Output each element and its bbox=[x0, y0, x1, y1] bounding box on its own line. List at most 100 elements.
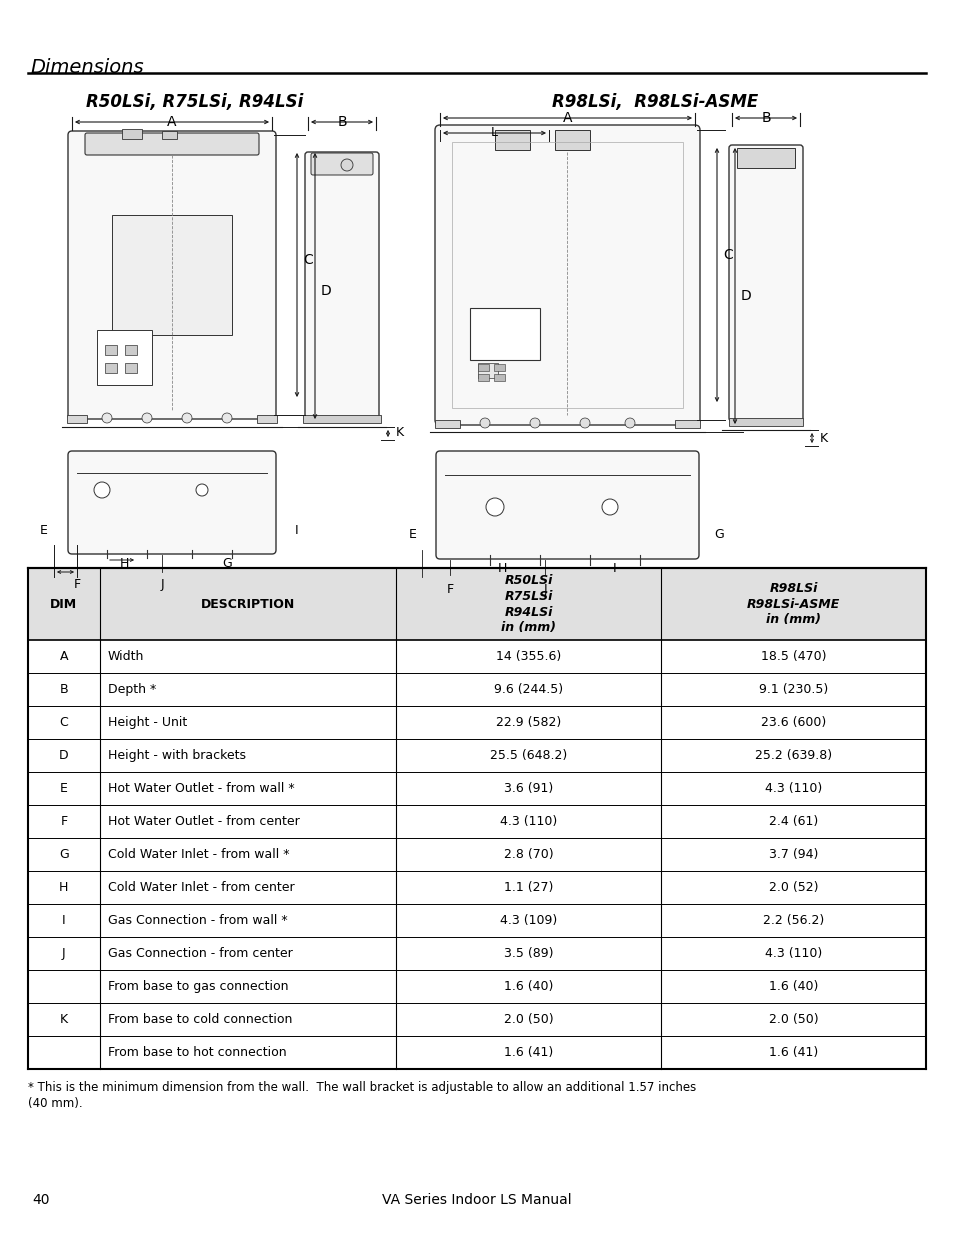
Text: 1.6 (40): 1.6 (40) bbox=[503, 981, 553, 993]
Circle shape bbox=[485, 498, 503, 516]
Circle shape bbox=[94, 482, 110, 498]
Bar bbox=[162, 131, 177, 140]
FancyBboxPatch shape bbox=[68, 131, 275, 419]
Bar bbox=[256, 415, 276, 424]
Text: 40: 40 bbox=[32, 1193, 50, 1207]
Text: 18.5 (470): 18.5 (470) bbox=[760, 650, 825, 663]
Text: 2.2 (56.2): 2.2 (56.2) bbox=[762, 914, 823, 927]
Text: 4.3 (110): 4.3 (110) bbox=[499, 815, 557, 827]
Text: C: C bbox=[303, 253, 313, 267]
Text: 4.3 (109): 4.3 (109) bbox=[499, 914, 557, 927]
Text: 23.6 (600): 23.6 (600) bbox=[760, 716, 825, 729]
Text: H: H bbox=[59, 881, 69, 894]
Bar bbox=[112, 215, 232, 335]
FancyBboxPatch shape bbox=[311, 153, 373, 175]
Bar bbox=[477, 363, 497, 378]
Bar bbox=[495, 130, 530, 149]
Bar bbox=[67, 415, 87, 424]
Text: 9.6 (244.5): 9.6 (244.5) bbox=[494, 683, 562, 697]
Text: D: D bbox=[740, 289, 751, 303]
Circle shape bbox=[142, 412, 152, 424]
Bar bbox=[737, 148, 794, 168]
Text: R98LSi
R98LSi-ASME
in (mm): R98LSi R98LSi-ASME in (mm) bbox=[746, 582, 840, 626]
Text: DESCRIPTION: DESCRIPTION bbox=[201, 598, 294, 610]
Bar bbox=[675, 420, 700, 429]
Bar bbox=[105, 345, 117, 354]
Text: H: H bbox=[119, 557, 129, 571]
FancyBboxPatch shape bbox=[68, 451, 275, 555]
Bar bbox=[435, 420, 459, 429]
Text: J: J bbox=[542, 583, 546, 597]
Text: K: K bbox=[395, 426, 404, 440]
Circle shape bbox=[530, 417, 539, 429]
Text: C: C bbox=[722, 248, 732, 262]
Text: R50LSi, R75LSi, R94LSi: R50LSi, R75LSi, R94LSi bbox=[86, 93, 303, 111]
Text: (40 mm).: (40 mm). bbox=[28, 1097, 83, 1110]
Text: 3.7 (94): 3.7 (94) bbox=[768, 848, 818, 861]
Bar bbox=[28, 568, 925, 640]
Bar bbox=[122, 128, 142, 140]
Circle shape bbox=[601, 499, 618, 515]
Text: VA Series Indoor LS Manual: VA Series Indoor LS Manual bbox=[382, 1193, 571, 1207]
Bar bbox=[97, 330, 152, 385]
Text: Gas Connection - from wall *: Gas Connection - from wall * bbox=[108, 914, 287, 927]
Bar bbox=[494, 364, 504, 370]
Text: B: B bbox=[336, 115, 347, 128]
Bar bbox=[728, 417, 802, 426]
Text: A: A bbox=[167, 115, 176, 128]
Text: B: B bbox=[760, 111, 770, 125]
Circle shape bbox=[340, 159, 353, 170]
Text: G: G bbox=[222, 557, 232, 571]
Circle shape bbox=[222, 412, 232, 424]
Bar bbox=[555, 130, 589, 149]
Text: Gas Connection - from center: Gas Connection - from center bbox=[108, 947, 293, 960]
FancyBboxPatch shape bbox=[435, 125, 700, 425]
Text: 4.3 (110): 4.3 (110) bbox=[764, 782, 821, 795]
Text: DIM: DIM bbox=[51, 598, 77, 610]
Text: Height - Unit: Height - Unit bbox=[108, 716, 187, 729]
Text: 2.0 (50): 2.0 (50) bbox=[503, 1013, 553, 1026]
Text: I: I bbox=[294, 524, 298, 536]
Text: Depth *: Depth * bbox=[108, 683, 156, 697]
Text: 4.3 (110): 4.3 (110) bbox=[764, 947, 821, 960]
Bar bbox=[470, 308, 539, 359]
Text: R50LSi
R75LSi
R94LSi
in (mm): R50LSi R75LSi R94LSi in (mm) bbox=[500, 573, 556, 635]
Bar bbox=[125, 345, 137, 354]
Text: 1.6 (41): 1.6 (41) bbox=[503, 1046, 553, 1058]
Text: Cold Water Inlet - from center: Cold Water Inlet - from center bbox=[108, 881, 294, 894]
Circle shape bbox=[102, 412, 112, 424]
Text: D: D bbox=[320, 284, 332, 298]
Text: Height - with brackets: Height - with brackets bbox=[108, 748, 246, 762]
Bar bbox=[303, 415, 380, 424]
Text: A: A bbox=[562, 111, 572, 125]
Text: 9.1 (230.5): 9.1 (230.5) bbox=[759, 683, 827, 697]
Circle shape bbox=[624, 417, 635, 429]
Text: I: I bbox=[613, 562, 617, 576]
Text: Cold Water Inlet - from wall *: Cold Water Inlet - from wall * bbox=[108, 848, 289, 861]
Text: F: F bbox=[60, 815, 68, 827]
Text: From base to hot connection: From base to hot connection bbox=[108, 1046, 286, 1058]
FancyBboxPatch shape bbox=[436, 451, 699, 559]
Text: 3.5 (89): 3.5 (89) bbox=[503, 947, 553, 960]
Text: 14 (355.6): 14 (355.6) bbox=[496, 650, 560, 663]
Text: F: F bbox=[446, 583, 453, 597]
Bar bbox=[477, 364, 489, 370]
Text: From base to gas connection: From base to gas connection bbox=[108, 981, 288, 993]
Text: 1.6 (40): 1.6 (40) bbox=[768, 981, 818, 993]
Text: Hot Water Outlet - from wall *: Hot Water Outlet - from wall * bbox=[108, 782, 294, 795]
Text: Dimensions: Dimensions bbox=[30, 58, 144, 77]
Circle shape bbox=[579, 417, 589, 429]
Text: 22.9 (582): 22.9 (582) bbox=[496, 716, 560, 729]
Text: Width: Width bbox=[108, 650, 144, 663]
Circle shape bbox=[479, 417, 490, 429]
Text: 25.2 (639.8): 25.2 (639.8) bbox=[754, 748, 831, 762]
FancyBboxPatch shape bbox=[85, 133, 258, 156]
Text: E: E bbox=[409, 529, 416, 541]
Text: J: J bbox=[160, 578, 164, 592]
Text: C: C bbox=[59, 716, 69, 729]
Text: * This is the minimum dimension from the wall.  The wall bracket is adjustable t: * This is the minimum dimension from the… bbox=[28, 1081, 696, 1094]
Text: 1.1 (27): 1.1 (27) bbox=[503, 881, 553, 894]
Bar bbox=[105, 363, 117, 373]
Text: F: F bbox=[73, 578, 80, 592]
Text: J: J bbox=[62, 947, 66, 960]
